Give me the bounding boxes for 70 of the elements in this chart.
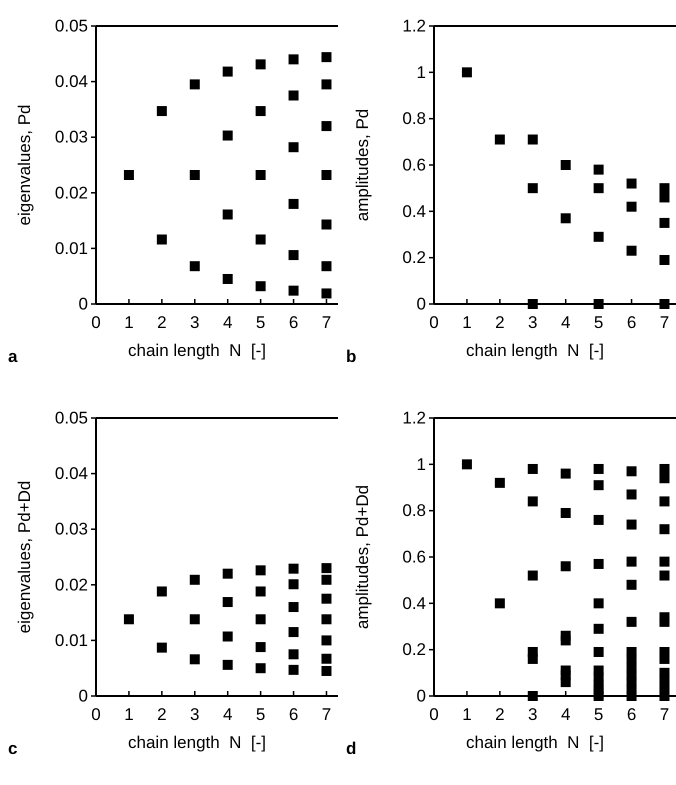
text: a: [8, 347, 18, 366]
y-axis-title: amplitudes, Pd+Dd: [353, 484, 372, 630]
y-tick-label: 0.8: [402, 109, 426, 128]
x-tick-label: 5: [594, 313, 604, 332]
x-tick-label: 4: [222, 705, 232, 724]
y-tick-label: 0.4: [402, 202, 426, 221]
x-tick-label: 6: [288, 313, 298, 332]
x-tick-label: 1: [462, 313, 472, 332]
y-tick-label: 0.05: [54, 16, 88, 36]
x-axis-title: chain length N [-]: [128, 733, 266, 752]
x-tick-label: 2: [157, 705, 167, 724]
x-tick-label: 7: [660, 313, 670, 332]
x-tick-label: 3: [528, 313, 538, 332]
x-tick-label: 1: [462, 705, 472, 724]
y-tick-label: 0.2: [402, 248, 426, 268]
x-tick-label: 1: [124, 705, 134, 724]
x-tick-label: 4: [222, 313, 232, 332]
y-tick-label: 1.2: [402, 408, 426, 428]
y-tick-label: 0.8: [402, 501, 426, 520]
y-tick-label: 0: [78, 686, 88, 706]
x-tick-label: 2: [157, 313, 167, 332]
x-tick-label: 0: [429, 705, 439, 724]
y-axis-title: amplitudes, Pd: [353, 108, 372, 222]
x-tick-label: 6: [288, 705, 298, 724]
y-tick-label: 0.03: [54, 128, 88, 147]
x-tick-label: 5: [594, 705, 604, 724]
y-tick-label: 1: [416, 62, 426, 82]
text: b: [346, 347, 356, 366]
x-tick-label: 1: [124, 313, 134, 332]
x-tick-label: 4: [560, 313, 570, 332]
x-axis-title: chain length N [-]: [466, 341, 604, 360]
x-tick-label: 4: [560, 705, 570, 724]
x-axis-title: chain length N [-]: [128, 341, 266, 360]
x-tick-label: 2: [495, 705, 505, 724]
y-tick-label: 0.03: [54, 520, 88, 539]
x-tick-label: 6: [626, 313, 636, 332]
x-tick-label: 7: [322, 313, 332, 332]
y-tick-label: 0.05: [54, 408, 88, 428]
y-tick-label: 0: [416, 686, 426, 706]
y-tick-label: 0: [78, 294, 88, 314]
y-tick-label: 0.04: [54, 464, 88, 484]
x-tick-label: 0: [91, 705, 101, 724]
text: d: [346, 739, 356, 758]
y-tick-label: 0.02: [54, 183, 88, 202]
y-tick-label: 1: [416, 454, 426, 474]
y-tick-label: 0.2: [402, 640, 426, 660]
x-tick-label: 0: [91, 313, 101, 332]
y-tick-label: 0.4: [402, 594, 426, 613]
x-tick-label: 7: [322, 705, 332, 724]
x-tick-label: 0: [429, 313, 439, 332]
x-tick-label: 7: [660, 705, 670, 724]
x-tick-label: 5: [256, 705, 266, 724]
x-tick-label: 3: [190, 313, 200, 332]
x-tick-label: 3: [528, 705, 538, 724]
y-axis-title: eigenvalues, Pd: [15, 104, 34, 226]
y-axis-title: eigenvalues, Pd+Dd: [15, 480, 34, 634]
x-axis-title: chain length N [-]: [466, 733, 604, 752]
x-tick-label: 5: [256, 313, 266, 332]
x-tick-label: 3: [190, 705, 200, 724]
y-tick-label: 0.01: [54, 238, 88, 258]
y-tick-label: 0.6: [402, 547, 426, 566]
y-tick-label: 0.02: [54, 575, 88, 594]
text: c: [8, 739, 18, 758]
y-tick-label: 0: [416, 294, 426, 314]
y-tick-label: 0.6: [402, 155, 426, 174]
y-tick-label: 0.01: [54, 630, 88, 650]
x-tick-label: 2: [495, 313, 505, 332]
x-tick-label: 6: [626, 705, 636, 724]
y-tick-label: 1.2: [402, 16, 426, 36]
y-tick-label: 0.04: [54, 72, 88, 92]
